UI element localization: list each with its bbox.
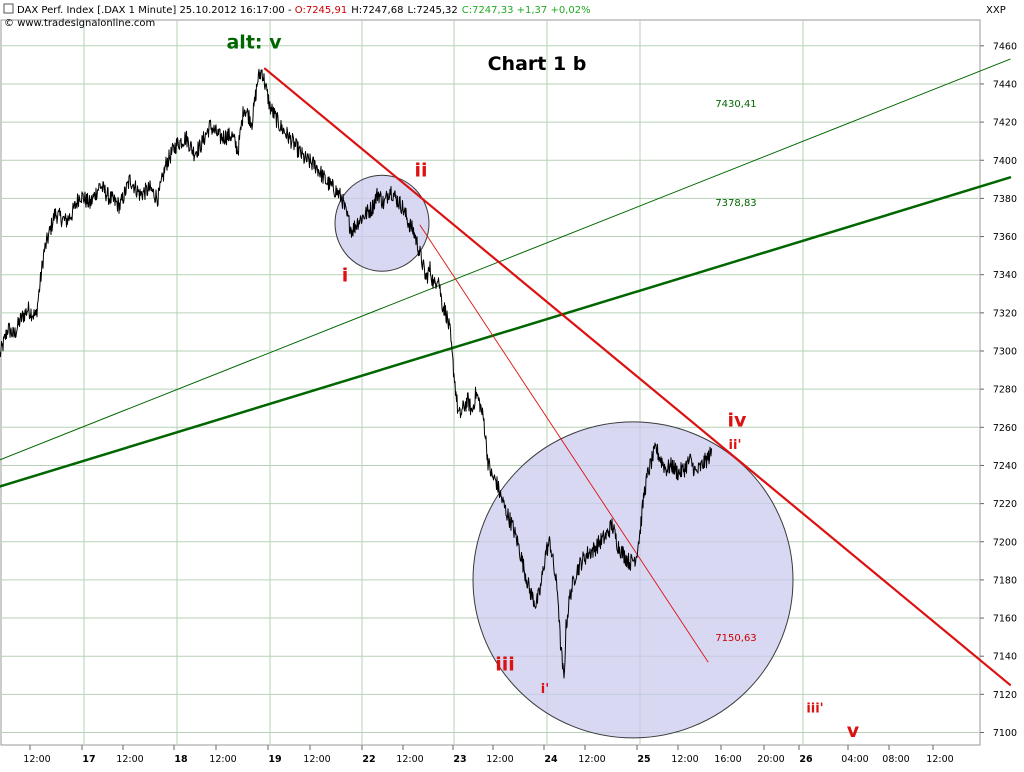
x-tick-label: 17 — [82, 754, 95, 765]
x-tick-label: 12:00 — [303, 754, 330, 765]
x-tick-label: 12:00 — [578, 754, 605, 765]
header-close-change: C:7247,33 +1,37 +0,02% — [462, 5, 591, 16]
y-tick-label: 7380 — [993, 194, 1017, 205]
y-tick-label: 7200 — [993, 537, 1017, 548]
header-high: H:7247,68 — [351, 5, 403, 16]
x-tick-label: 08:00 — [882, 754, 909, 765]
trendline — [419, 224, 709, 663]
x-tick-label: 12:00 — [116, 754, 143, 765]
x-tick-label: 12:00 — [209, 754, 236, 765]
level-label: 7150,63 — [715, 633, 756, 644]
price-line — [0, 68, 712, 679]
exchange-code: XXP — [986, 5, 1006, 16]
x-tick-label: 12:00 — [486, 754, 513, 765]
trendlines — [0, 58, 1012, 686]
y-tick-label: 7420 — [993, 118, 1017, 129]
y-tick-label: 7340 — [993, 270, 1017, 281]
website-label: www.tradesignalonline.com — [17, 18, 155, 29]
trendline — [0, 176, 1012, 488]
highlight-circle — [472, 421, 794, 739]
y-tick-label: 7160 — [993, 614, 1017, 625]
x-tick-label: 26 — [799, 754, 813, 765]
x-tick-label: 22 — [362, 754, 375, 765]
wave-label: alt: v — [226, 32, 282, 54]
y-tick-label: 7100 — [993, 728, 1017, 739]
wave-label: ii — [414, 159, 427, 181]
x-tick-label: 19 — [268, 754, 281, 765]
x-tick-label: 12:00 — [926, 754, 953, 765]
wave-label: i — [342, 264, 349, 286]
trendline — [263, 67, 1012, 686]
wave-label: iii' — [806, 701, 823, 716]
x-tick-label: 04:00 — [841, 754, 868, 765]
x-tick-label: 16:00 — [714, 754, 741, 765]
y-tick-label: 7360 — [993, 232, 1017, 243]
header-line: DAX Perf. Index [.DAX 1 Minute] 25.10.20… — [17, 5, 591, 16]
copyright-line: © www.tradesignalonline.com — [4, 18, 155, 29]
header-low: L:7245,32 — [407, 5, 457, 16]
y-tick-label: 7180 — [993, 575, 1017, 586]
x-tick-label: 12:00 — [23, 754, 50, 765]
y-tick-label: 7320 — [993, 308, 1017, 319]
wave-label: ii' — [729, 438, 742, 453]
wave-label: i' — [541, 682, 549, 697]
y-tick-label: 7140 — [993, 652, 1017, 663]
y-tick-label: 7120 — [993, 690, 1017, 701]
y-tick-label: 7260 — [993, 423, 1017, 434]
wave-label: iv — [728, 409, 748, 431]
x-tick-label: 24 — [544, 754, 558, 765]
wave-label: v — [847, 720, 860, 742]
y-tick-label: 7240 — [993, 461, 1017, 472]
y-tick-label: 7400 — [993, 156, 1017, 167]
chart-title: Chart 1 b — [488, 53, 587, 75]
y-tick-label: 7460 — [993, 41, 1017, 52]
trendline — [0, 58, 1011, 461]
x-tick-label: 12:00 — [671, 754, 698, 765]
x-tick-label: 23 — [453, 754, 466, 765]
circles — [334, 174, 794, 739]
y-tick-label: 7220 — [993, 499, 1017, 510]
highlight-circle — [334, 174, 430, 272]
header-open: O:7245,91 — [295, 5, 347, 16]
y-tick-label: 7300 — [993, 347, 1017, 358]
y-tick-label: 7280 — [993, 385, 1017, 396]
window-icon[interactable] — [3, 3, 14, 14]
price-series — [0, 68, 712, 679]
y-tick-label: 7440 — [993, 79, 1017, 90]
axes: 7100 7120 7140 7160 7180 7200 7220 7240 7260 7280… — [23, 41, 1017, 765]
level-label: 7430,41 — [715, 99, 756, 110]
header-instrument: DAX Perf. Index [.DAX 1 Minute] 25.10.20… — [17, 5, 295, 16]
x-tick-label: 20:00 — [757, 754, 784, 765]
x-tick-label: 25 — [637, 754, 650, 765]
x-tick-label: 12:00 — [396, 754, 423, 765]
level-label: 7378,83 — [715, 198, 756, 209]
x-tick-label: 18 — [174, 754, 188, 765]
wave-label: iii — [495, 653, 515, 675]
